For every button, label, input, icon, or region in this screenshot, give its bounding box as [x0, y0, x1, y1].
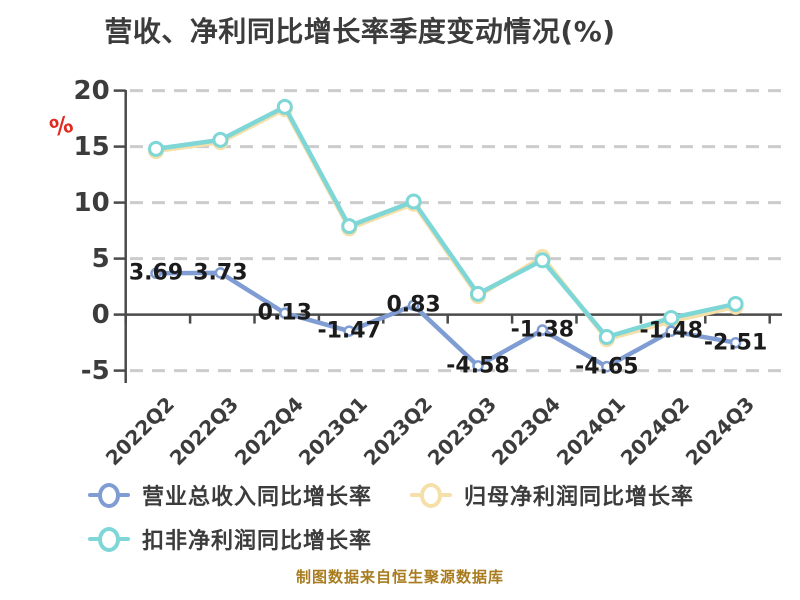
data-point-marker: [341, 218, 358, 235]
data-point-marker: [598, 329, 615, 345]
legend-line-marker-icon: [88, 482, 130, 508]
legend-item-revenue-growth[interactable]: 营业总收入同比增长率: [88, 479, 372, 511]
data-point-marker: [601, 360, 613, 373]
series-line-2: [153, 104, 738, 340]
data-point-marker: [663, 309, 680, 326]
data-point-marker: [405, 193, 422, 210]
data-point-marker: [343, 325, 355, 337]
data-point-marker: [279, 307, 291, 319]
data-point-marker: [727, 295, 744, 312]
data-point-marker: [470, 285, 486, 302]
legend-line-marker-icon: [410, 482, 452, 508]
legend-item-net-profit-growth[interactable]: 归母净利润同比增长率: [410, 479, 694, 511]
data-point-marker: [534, 252, 551, 269]
legend-label-revenue-growth: 营业总收入同比增长率: [142, 485, 373, 510]
data-point-marker: [729, 336, 742, 349]
legend-label-net-profit-growth: 归母净利润同比增长率: [464, 485, 695, 510]
data-source-footer: 制图数据来自恒生聚源数据库: [295, 568, 504, 586]
chart-title: 营收、净利同比增长率季度变动情况(%): [104, 15, 616, 48]
data-point-marker: [276, 98, 293, 115]
data-point-marker: [407, 299, 420, 312]
data-point-marker: [536, 324, 549, 336]
legend-line-marker-icon: [88, 526, 130, 552]
series-line-0: [153, 270, 738, 369]
legend-label-net-profit-excl-growth: 扣非净利润同比增长率: [142, 529, 373, 554]
data-point-marker: [472, 360, 484, 372]
data-point-marker: [212, 131, 229, 148]
legend-item-net-profit-excl-growth[interactable]: 扣非净利润同比增长率: [88, 523, 372, 555]
data-point-marker: [214, 267, 227, 279]
series-line-1: [153, 106, 738, 342]
data-point-marker: [150, 267, 162, 280]
data-point-marker: [148, 140, 164, 157]
data-point-marker: [665, 325, 677, 337]
